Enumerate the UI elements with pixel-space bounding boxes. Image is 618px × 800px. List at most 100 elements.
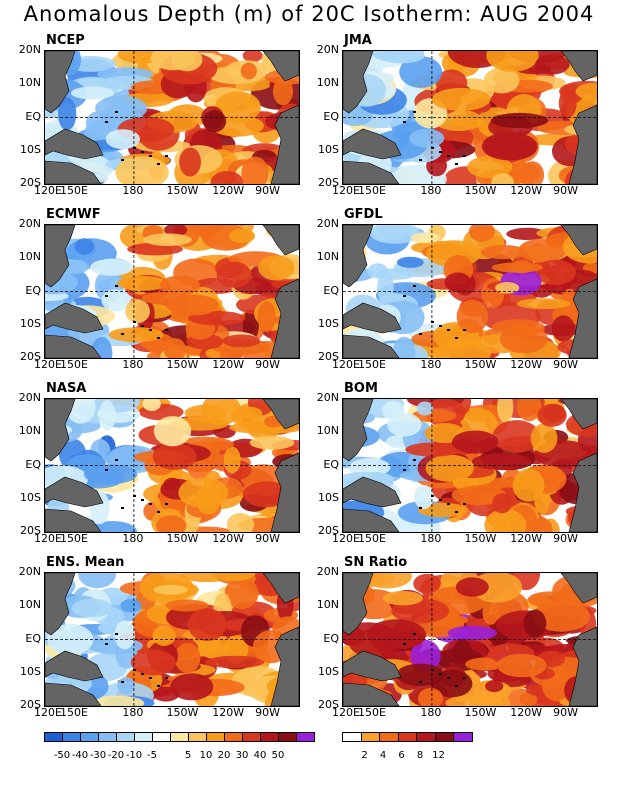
anomaly-cell: [273, 77, 293, 106]
anomaly-cell: [156, 515, 187, 532]
lat-tick-label: 10S: [20, 316, 41, 330]
island: [121, 159, 124, 161]
lon-tick-label: 120W: [212, 358, 245, 371]
panel-title: NASA: [46, 381, 87, 396]
anomaly-cell: [491, 262, 543, 273]
panel-title: ECMWF: [46, 207, 101, 222]
anomaly-cell: [120, 599, 142, 613]
anomaly-cell: [527, 591, 574, 608]
lat-tick-label: 10S: [20, 142, 41, 156]
colorbar-swatch: [44, 732, 63, 742]
land-mass: [343, 334, 400, 358]
anomaly-cell: [425, 454, 474, 482]
island: [149, 329, 152, 331]
anomaly-cell: [472, 453, 531, 470]
anomaly-map: [342, 224, 598, 359]
lat-tick-label: 20N: [18, 217, 41, 230]
lat-tick-label: 20S: [318, 176, 339, 189]
land-mass: [262, 51, 299, 82]
land-mass: [568, 452, 597, 532]
anomaly-map: [342, 398, 598, 533]
lon-tick-label: 150E: [59, 532, 88, 545]
anomaly-cell: [210, 573, 256, 582]
figure-title: Anomalous Depth (m) of 20C Isotherm: AUG…: [23, 2, 595, 26]
lat-tick-label: 10N: [18, 76, 41, 90]
lon-tick-label: 180: [420, 358, 442, 371]
anomaly-cell: [506, 227, 549, 240]
anomaly-cell: [465, 657, 504, 671]
colorbar-swatch: [453, 732, 473, 742]
island: [141, 325, 144, 327]
lon-tick-label: 120W: [510, 184, 543, 197]
anomaly-cell: [202, 110, 227, 133]
island: [141, 499, 144, 501]
land-mass: [45, 225, 76, 288]
lon-tick-label: 150W: [166, 532, 199, 545]
lon-tick-label: 180: [420, 706, 442, 719]
panel-title: JMA: [344, 33, 372, 48]
anomaly-map: [342, 572, 598, 707]
anomaly-cell: [114, 620, 136, 650]
island: [463, 503, 466, 505]
lon-tick-label: 150E: [357, 184, 386, 197]
lon-tick-label: 90W: [255, 532, 280, 545]
colorbar-swatch: [379, 732, 399, 742]
land-mass: [343, 650, 402, 682]
colorbar-label: 8: [416, 750, 424, 761]
island: [141, 673, 144, 675]
anomaly-cell: [378, 225, 411, 241]
lat-tick-label: EQ: [323, 283, 339, 297]
colorbar-swatch: [80, 732, 99, 742]
anomaly-cell: [141, 292, 181, 305]
island: [413, 633, 416, 635]
island: [105, 121, 108, 123]
anomaly-cell: [170, 673, 214, 701]
anomaly-cell: [130, 649, 176, 676]
colorbar-swatch: [134, 732, 153, 742]
colorbar-swatch: [152, 732, 171, 742]
anomaly-cell: [165, 599, 209, 612]
island: [165, 677, 168, 679]
colorbar-swatch: [170, 732, 189, 742]
island: [105, 469, 108, 471]
colorbar-swatch: [342, 732, 362, 742]
anomaly-map: [44, 224, 300, 359]
lat-tick-label: 10S: [318, 664, 339, 678]
lon-tick-label: 150W: [464, 706, 497, 719]
island: [115, 633, 118, 635]
colorbar-swatch: [360, 732, 380, 742]
anomaly-cell: [492, 493, 512, 514]
island: [455, 511, 458, 513]
colorbar-label: -40: [71, 750, 89, 761]
anomaly-cell: [70, 86, 115, 100]
island: [463, 155, 466, 157]
lon-tick-label: 120E: [332, 184, 360, 197]
island: [439, 325, 442, 327]
lon-tick-label: 150E: [357, 532, 386, 545]
island: [431, 495, 434, 497]
lon-tick-label: 120W: [510, 532, 543, 545]
colorbar-swatch: [397, 732, 417, 742]
land-mass: [343, 399, 374, 462]
colorbar-label: -10: [125, 750, 143, 761]
island: [413, 459, 416, 461]
lon-tick-label: 90W: [553, 184, 578, 197]
anomaly-cell: [101, 289, 130, 312]
land-mass: [568, 104, 597, 184]
colorbar-label: 20: [217, 750, 231, 761]
lat-tick-label: 20S: [20, 524, 41, 537]
anomaly-cell: [387, 412, 422, 437]
panel-title: SN Ratio: [344, 555, 408, 570]
anomaly-cell: [210, 171, 244, 184]
colorbar-swatch: [416, 732, 436, 742]
anomaly-cell: [481, 132, 538, 161]
island: [165, 329, 168, 331]
island: [157, 337, 160, 339]
island: [149, 155, 152, 157]
lon-tick-label: 120E: [34, 532, 62, 545]
lat-tick-label: 20N: [316, 43, 339, 56]
island: [403, 295, 406, 297]
lat-tick-label: EQ: [25, 109, 41, 123]
lon-tick-label: 90W: [553, 706, 578, 719]
island: [157, 163, 160, 165]
